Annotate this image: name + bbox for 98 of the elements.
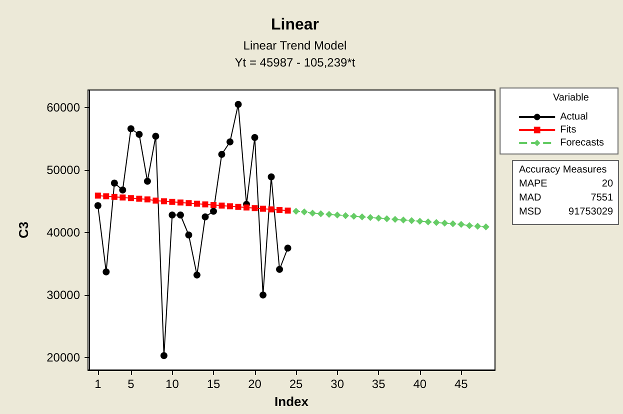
point: [144, 178, 151, 185]
point: [342, 212, 350, 220]
text: MAPE 20: [519, 178, 613, 190]
point: [260, 292, 267, 298]
point: [177, 200, 184, 206]
point: [160, 198, 167, 204]
point: [252, 205, 258, 212]
x-axis-title: Index: [274, 394, 310, 409]
point: [260, 206, 266, 212]
point: [392, 216, 399, 223]
point: [193, 272, 200, 278]
point: [284, 244, 292, 252]
y-tick-label: 20000: [46, 350, 80, 364]
point: [416, 218, 424, 225]
point: [218, 150, 226, 158]
point: [194, 200, 200, 207]
point: [144, 196, 150, 202]
x-tick-label: 45: [454, 377, 468, 391]
x-tick-label: 1: [94, 377, 102, 391]
point: [168, 212, 176, 218]
point: [244, 204, 250, 210]
point: [234, 100, 242, 108]
point: [186, 200, 192, 206]
point: [449, 220, 456, 228]
point: [408, 217, 416, 224]
point: [111, 194, 118, 200]
point: [152, 198, 159, 204]
point: [127, 125, 134, 132]
point: [300, 208, 308, 216]
point: [366, 214, 374, 221]
x-tick-label: 30: [330, 377, 344, 391]
x-tick-label: 20: [248, 377, 262, 391]
text: Accuracy Measures: [519, 164, 607, 176]
point: [466, 222, 473, 230]
y-axis-title: C3: [16, 222, 31, 238]
point: [358, 213, 366, 220]
point: [110, 180, 118, 187]
point: [94, 192, 101, 199]
point: [160, 352, 168, 360]
y-tick-label: 50000: [46, 163, 80, 177]
point: [268, 206, 274, 212]
y-tick-label: 60000: [46, 100, 80, 114]
text: MSD 91753029: [519, 206, 614, 218]
point: [202, 201, 208, 208]
x-tick-label: 35: [372, 377, 386, 391]
point: [235, 204, 242, 210]
point: [226, 138, 234, 146]
point: [176, 212, 184, 218]
chart-title: Linear: [270, 16, 320, 34]
point: [424, 218, 432, 226]
point: [458, 220, 465, 228]
point: [210, 202, 216, 208]
point: [276, 266, 284, 273]
point: [482, 223, 490, 230]
legend-label: Fits: [560, 124, 576, 136]
x-tick-label: 15: [206, 377, 220, 391]
legend-label: Forecasts: [560, 138, 604, 148]
point: [334, 212, 341, 218]
point: [102, 268, 110, 276]
point: [136, 196, 142, 202]
point: [326, 210, 333, 218]
point: [284, 208, 291, 214]
point: [119, 186, 126, 194]
x-tick-label: 25: [289, 377, 304, 391]
point: [276, 207, 283, 213]
point: [268, 173, 275, 180]
point: [94, 202, 102, 210]
chart-subtitle: Linear Trend Model Yt = 45987 - 105,239*t: [234, 38, 356, 70]
legend-label: Actual: [560, 112, 588, 122]
legend-title: Variable: [553, 92, 590, 104]
y-tick-label: 40000: [46, 226, 80, 240]
point: [292, 208, 300, 215]
point: [120, 194, 126, 200]
x-tick-label: 10: [166, 377, 180, 391]
x-tick-label: 5: [128, 377, 135, 391]
point: [136, 130, 143, 138]
point: [309, 210, 316, 217]
point: [185, 232, 192, 238]
point: [202, 213, 209, 220]
point: [152, 132, 160, 140]
point: [474, 222, 482, 230]
x-tick-label: 40: [413, 377, 427, 391]
point: [128, 195, 134, 202]
y-tick-label: 30000: [46, 288, 80, 302]
point: [383, 215, 390, 222]
point: [400, 216, 407, 224]
point: [441, 220, 448, 227]
point: [103, 193, 110, 200]
point: [226, 203, 233, 210]
point: [210, 208, 217, 215]
point: [169, 198, 176, 205]
point: [251, 134, 258, 141]
point: [375, 214, 382, 222]
point: [317, 210, 324, 218]
point: [350, 212, 358, 220]
point: [218, 202, 225, 209]
point: [432, 219, 440, 226]
text: MAD 7551: [519, 192, 614, 204]
